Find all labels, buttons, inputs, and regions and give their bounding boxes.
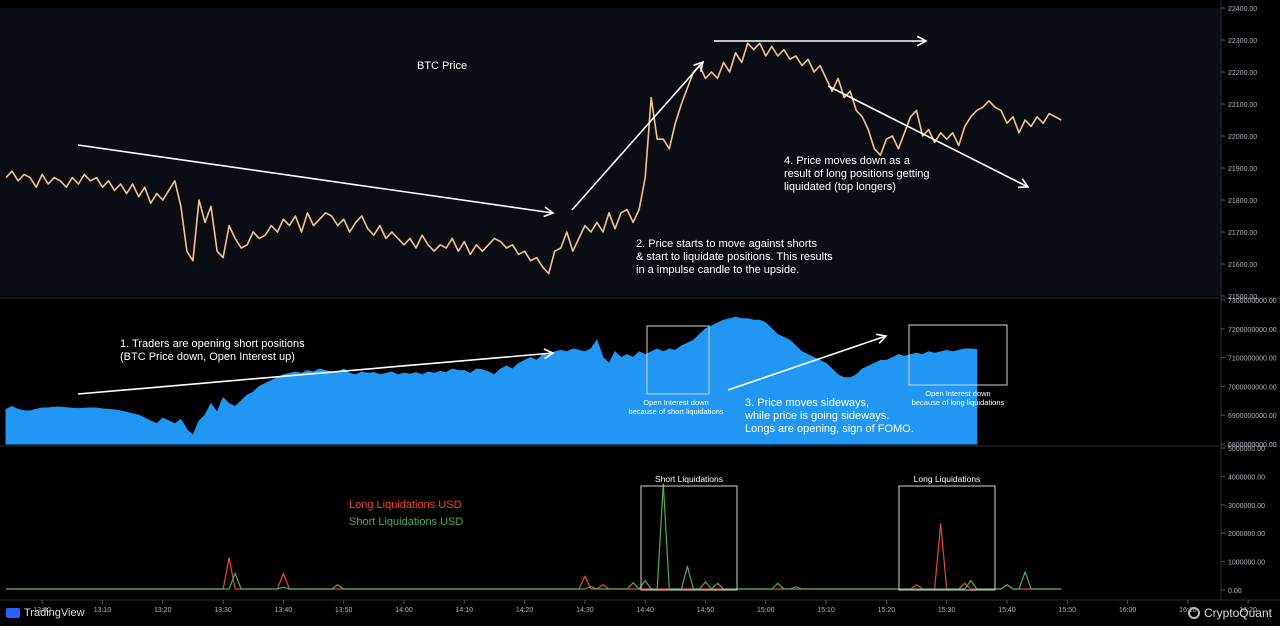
xtick-label: 15:40 (998, 607, 1016, 614)
ytick-label: 7200000000.00 (1228, 327, 1277, 334)
long-liq-box (898, 485, 996, 591)
xtick-label: 14:10 (456, 607, 474, 614)
xtick-label: 13:40 (275, 607, 293, 614)
short-liquidations-line (6, 483, 1062, 590)
ytick-label: 21600.00 (1228, 262, 1257, 269)
xtick-label: 15:10 (817, 607, 835, 614)
annotation-1: 1. Traders are opening short positions (… (120, 338, 305, 364)
short-liquidations-label: Short Liquidations (654, 474, 724, 484)
ytick-label: 22100.00 (1228, 102, 1257, 109)
xtick-label: 13:00 (33, 607, 51, 614)
tradingview-label: TradingView (24, 607, 85, 619)
ytick-label: 1000000.00 (1228, 560, 1265, 567)
legend-long-liquidations: Long Liquidations USD (349, 499, 462, 511)
xtick-label: 15:00 (757, 607, 775, 614)
arrow-longs-opening-head (876, 333, 888, 344)
arrow-downtrend (77, 144, 554, 214)
arrow-downmove (827, 85, 1029, 188)
ytick-label: 7100000000.00 (1228, 356, 1277, 363)
footer: TradingView CryptoQuant (0, 604, 1280, 626)
pane-1-background (0, 8, 1221, 296)
annotation-2: 2. Price starts to move against shorts &… (636, 238, 833, 277)
cryptoquant-label: CryptoQuant (1203, 606, 1272, 620)
arrow-sideways-head (916, 35, 928, 47)
oi-down-short-note: Open Interest down because of short liqu… (628, 398, 724, 417)
arrow-impulse-up (571, 61, 704, 211)
ytick-label: 22400.00 (1228, 6, 1257, 13)
tradingview-icon (6, 608, 20, 618)
xtick-label: 13:50 (335, 607, 353, 614)
ytick-label: 7300000000.00 (1228, 298, 1277, 305)
oi-long-liq-box (908, 324, 1008, 386)
cryptoquant-icon (1187, 607, 1200, 619)
legend-short-liquidations: Short Liquidations USD (349, 516, 464, 528)
arrow-oi-up (77, 352, 554, 395)
xtick-label: 14:40 (636, 607, 654, 614)
oi-short-liq-box (646, 325, 710, 395)
arrow-downtrend-head (543, 206, 555, 218)
annotation-4: 4. Price moves down as a result of long … (784, 155, 930, 194)
ytick-label: 6800000000.00 (1228, 442, 1277, 449)
ytick-label: 22200.00 (1228, 70, 1257, 77)
xtick-label: 16:10 (1179, 607, 1197, 614)
ytick-label: 21700.00 (1228, 230, 1257, 237)
xtick-label: 15:50 (1059, 607, 1077, 614)
ytick-label: 22300.00 (1228, 38, 1257, 45)
xtick-label: 15:20 (878, 607, 896, 614)
short-liq-box (640, 485, 738, 591)
xtick-label: 16:20 (1239, 607, 1257, 614)
long-liquidations-label: Long Liquidations (913, 474, 981, 484)
xtick-label: 14:30 (576, 607, 594, 614)
ytick-label: 21800.00 (1228, 198, 1257, 205)
cryptoquant-logo[interactable]: CryptoQuant (1187, 606, 1272, 620)
xtick-label: 15:30 (938, 607, 956, 614)
xtick-label: 13:10 (94, 607, 112, 614)
btc-price-line (5, 42, 1062, 275)
xtick-label: 13:30 (214, 607, 232, 614)
oi-down-long-note: Open Interest down because of long liqui… (911, 389, 1005, 408)
arrow-downmove-head (1017, 178, 1030, 189)
arrow-oi-up-head (543, 348, 555, 360)
open-interest-area (5, 316, 978, 445)
ytick-label: 21900.00 (1228, 166, 1257, 173)
tradingview-logo[interactable]: TradingView (6, 607, 85, 619)
xtick-label: 14:50 (697, 607, 715, 614)
btc-price-label: BTC Price (417, 60, 468, 72)
ytick-label: 7000000000.00 (1228, 384, 1277, 391)
ytick-label: 4000000.00 (1228, 474, 1265, 481)
xtick-label: 13:20 (154, 607, 172, 614)
xtick-label: 16:00 (1119, 607, 1137, 614)
arrow-longs-opening (727, 335, 887, 391)
ytick-label: 3000000.00 (1228, 503, 1265, 510)
ytick-label: 21500.00 (1228, 294, 1257, 301)
ytick-label: 6900000000.00 (1228, 413, 1277, 420)
xtick-label: 14:20 (516, 607, 534, 614)
pane-3-background (0, 448, 1221, 590)
annotation-3: 3. Price moves sideways, while price is … (745, 397, 914, 436)
ytick-label: 5000000.00 (1228, 446, 1265, 453)
ytick-label: 0.00 (1228, 588, 1242, 595)
ytick-label: 22000.00 (1228, 134, 1257, 141)
xtick-label: 14:00 (395, 607, 413, 614)
ytick-label: 2000000.00 (1228, 531, 1265, 538)
arrow-impulse-up-head (693, 60, 705, 72)
